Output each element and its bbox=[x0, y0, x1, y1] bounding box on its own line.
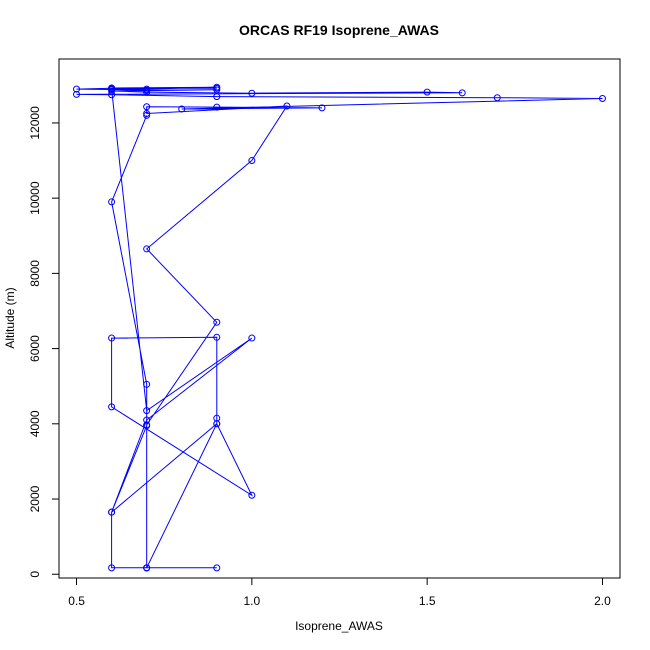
series-line bbox=[76, 86, 603, 569]
data-series bbox=[73, 83, 606, 572]
data-point bbox=[423, 88, 431, 96]
plot-frame bbox=[58, 58, 621, 579]
data-point bbox=[108, 85, 116, 93]
x-tick-label: 0.5 bbox=[68, 594, 85, 608]
data-point bbox=[213, 333, 221, 341]
data-point bbox=[213, 318, 221, 326]
data-point bbox=[493, 94, 501, 102]
data-point bbox=[213, 564, 221, 572]
data-point bbox=[73, 90, 81, 98]
data-point bbox=[108, 403, 116, 411]
y-tick-label: 10000 bbox=[28, 181, 42, 215]
data-point bbox=[143, 103, 151, 111]
data-point bbox=[143, 85, 151, 93]
data-point bbox=[108, 198, 116, 206]
data-point bbox=[213, 93, 221, 101]
y-tick-label: 0 bbox=[28, 571, 42, 578]
y-tick-label: 2000 bbox=[28, 485, 42, 512]
data-point bbox=[318, 104, 326, 112]
data-point bbox=[143, 422, 151, 430]
x-tick-label: 1.0 bbox=[244, 594, 261, 608]
data-point bbox=[248, 157, 256, 165]
y-tick-label: 4000 bbox=[28, 410, 42, 437]
data-point bbox=[143, 110, 151, 118]
y-tick-label: 12000 bbox=[28, 106, 42, 140]
chart-title: ORCAS RF19 Isoprene_AWAS bbox=[239, 22, 439, 38]
data-point bbox=[108, 334, 116, 342]
x-axis-label: Isoprene_AWAS bbox=[295, 619, 383, 633]
y-axis-label: Altitude (m) bbox=[3, 287, 17, 348]
data-point bbox=[598, 94, 606, 102]
data-point bbox=[213, 103, 221, 111]
data-point bbox=[143, 380, 151, 388]
x-tick-label: 2.0 bbox=[594, 594, 611, 608]
data-point bbox=[213, 83, 221, 91]
data-point bbox=[143, 564, 151, 572]
data-point bbox=[143, 111, 151, 119]
data-point bbox=[248, 89, 256, 97]
data-point bbox=[248, 334, 256, 342]
data-point bbox=[73, 85, 81, 93]
x-tick-label: 1.5 bbox=[419, 594, 436, 608]
x-axis: 0.5 1.0 1.5 2.0 bbox=[68, 577, 611, 608]
data-point bbox=[108, 508, 116, 516]
data-point bbox=[213, 420, 221, 428]
data-point bbox=[178, 105, 186, 113]
data-point bbox=[248, 491, 256, 499]
data-point bbox=[283, 102, 291, 110]
data-point bbox=[143, 88, 151, 96]
y-axis: 0 2000 4000 6000 8000 10000 12000 bbox=[28, 106, 60, 578]
data-point bbox=[143, 407, 151, 415]
y-tick-label: 8000 bbox=[28, 260, 42, 287]
data-point bbox=[143, 245, 151, 253]
data-point bbox=[108, 564, 116, 572]
data-point bbox=[458, 89, 466, 97]
y-tick-label: 6000 bbox=[28, 335, 42, 362]
